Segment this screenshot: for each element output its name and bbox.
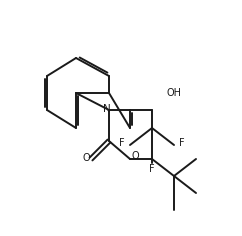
Text: O: O: [131, 151, 139, 161]
Text: F: F: [179, 138, 185, 148]
Text: F: F: [119, 138, 125, 148]
Text: OH: OH: [166, 88, 182, 98]
Text: F: F: [149, 164, 155, 174]
Text: O: O: [82, 153, 90, 163]
Text: N: N: [103, 104, 111, 114]
